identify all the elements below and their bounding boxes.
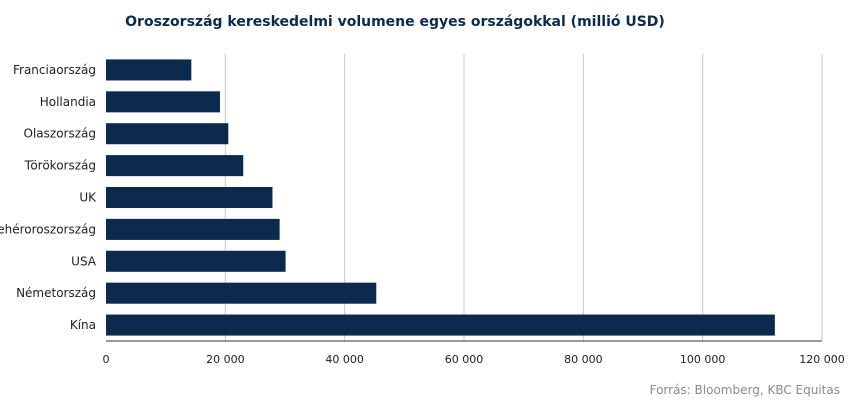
bar (106, 155, 244, 177)
x-tick-label: 40 000 (325, 353, 364, 366)
bars (106, 59, 775, 336)
source-note: Forrás: Bloomberg, KBC Equitas (649, 383, 840, 397)
category-label: Hollandia (40, 95, 96, 109)
bar (106, 250, 286, 272)
bar (106, 314, 775, 336)
bar (106, 282, 377, 304)
category-label: Németország (16, 286, 96, 300)
x-tick-label: 20 000 (206, 353, 245, 366)
category-label: USA (71, 254, 97, 268)
x-tick-label: 0 (103, 353, 110, 366)
bar (106, 91, 220, 113)
category-label: Törökország (24, 159, 96, 173)
x-tick-label: 120 000 (799, 353, 845, 366)
bar (106, 59, 192, 81)
x-tick-label: 80 000 (564, 353, 603, 366)
category-label: Franciaország (13, 63, 96, 77)
x-tick-label: 100 000 (680, 353, 726, 366)
chart-title: Oroszország kereskedelmi volumene egyes … (125, 14, 665, 30)
bar (106, 186, 273, 209)
category-label: UK (79, 191, 97, 205)
bar (106, 123, 229, 145)
category-label: Olaszország (24, 127, 96, 141)
category-label: Fehéroroszország (0, 222, 96, 236)
x-tick-labels: 0 20 000 40 000 60 000 80 000 100 000 120 000 (103, 353, 845, 366)
bar (106, 218, 280, 240)
category-label: Kína (70, 318, 96, 332)
x-tick-label: 60 000 (445, 353, 484, 366)
category-labels: Franciaország Hollandia Olaszország Törökor… (0, 63, 97, 332)
